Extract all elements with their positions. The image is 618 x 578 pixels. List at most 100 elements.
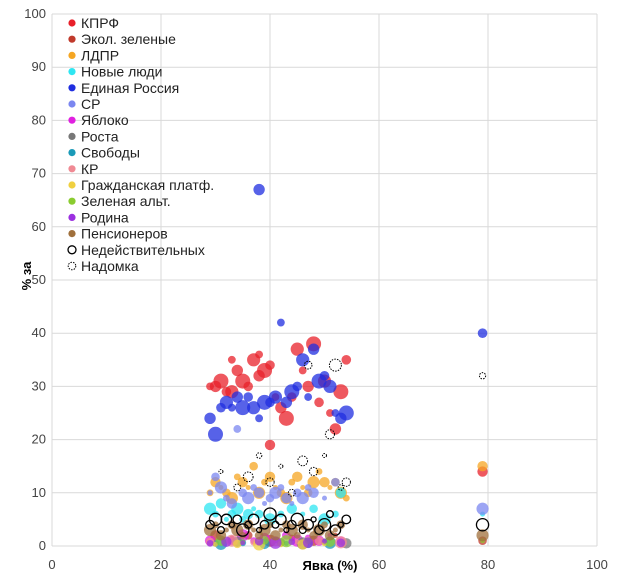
data-point: [233, 483, 242, 492]
legend-label: Зеленая альт.: [81, 193, 171, 209]
data-point: [277, 318, 285, 327]
data-point: [235, 523, 250, 537]
legend-marker: [68, 84, 76, 92]
data-point: [243, 508, 254, 520]
y-tick-label: 10: [32, 485, 46, 500]
x-tick-label: 60: [372, 557, 386, 572]
y-tick-label: 70: [32, 166, 46, 181]
data-point: [309, 504, 318, 514]
data-point: [245, 484, 251, 490]
legend-marker: [68, 35, 76, 43]
data-point: [322, 538, 327, 544]
data-point: [214, 481, 228, 494]
data-point: [233, 539, 242, 549]
grid-lines: [51, 13, 598, 547]
data-point: [228, 521, 236, 528]
data-point: [335, 487, 347, 498]
data-point: [255, 452, 263, 459]
data-point: [342, 494, 350, 502]
y-tick-label: 30: [32, 378, 46, 393]
data-point: [253, 487, 265, 498]
data-point: [290, 342, 304, 356]
data-point: [233, 473, 241, 481]
x-tick-label: 40: [263, 557, 277, 572]
data-point: [280, 396, 293, 409]
legend-label: ЛДПР: [81, 47, 119, 63]
data-point: [288, 478, 296, 486]
data-point: [259, 519, 270, 530]
data-point: [231, 391, 243, 403]
data-point: [212, 510, 219, 518]
tick-labels: 0 10 20 30 40 50 60 70 80 90 100 0 20 40 60 80 100: [24, 6, 608, 572]
data-point: [319, 370, 330, 381]
y-tick-label: 80: [32, 112, 46, 127]
data-point: [319, 476, 330, 488]
data-point: [329, 423, 342, 435]
data-point: [280, 535, 293, 548]
data-point: [302, 380, 314, 393]
data-point: [254, 509, 264, 519]
data-point: [215, 498, 227, 509]
data-point: [268, 390, 283, 404]
data-point: [204, 412, 216, 425]
data-point: [251, 527, 257, 533]
data-point: [336, 538, 346, 548]
data-point: [325, 510, 335, 519]
data-point: [326, 409, 334, 417]
data-point: [226, 498, 238, 509]
legend-label: КР: [81, 161, 99, 177]
data-point: [310, 516, 317, 523]
data-point: [223, 516, 229, 522]
y-tick-label: 20: [32, 432, 46, 447]
data-point: [341, 477, 351, 487]
y-tick-label: 40: [32, 325, 46, 340]
x-tick-label: 100: [586, 557, 608, 572]
data-point: [302, 518, 314, 531]
data-point: [296, 353, 310, 367]
legend-marker: [68, 68, 76, 76]
data-point: [341, 355, 352, 365]
data-point: [255, 414, 263, 423]
data-point: [338, 405, 354, 421]
data-point: [251, 506, 257, 512]
data-point: [243, 381, 253, 392]
legend-label: Роста: [81, 128, 119, 144]
data-point: [314, 397, 324, 408]
legend-label: Единая Россия: [81, 80, 179, 96]
data-point: [265, 360, 275, 370]
legend-label: СР: [81, 96, 100, 112]
data-point: [324, 429, 336, 440]
x-tick-label: 20: [154, 557, 168, 572]
y-tick-label: 100: [24, 6, 46, 21]
data-point: [317, 517, 332, 532]
x-tick-label: 0: [48, 557, 55, 572]
data-point: [243, 392, 253, 402]
legend-label: КПРФ: [81, 15, 119, 31]
data-point: [278, 410, 294, 426]
data-point: [223, 494, 230, 502]
legend-marker: [68, 197, 76, 205]
data-point: [332, 527, 338, 533]
data-point: [329, 524, 342, 536]
data-point: [227, 355, 236, 364]
data-point: [242, 492, 255, 505]
data-point: [277, 484, 285, 491]
legend-label: Новые люди: [81, 64, 162, 80]
legend-marker: [68, 132, 76, 140]
data-point: [213, 373, 229, 389]
data-point: [289, 500, 295, 506]
data-point: [322, 453, 327, 459]
data-point: [297, 455, 309, 467]
data-point: [264, 439, 276, 451]
legend-label: Свободы: [81, 145, 140, 161]
data-point: [237, 476, 248, 488]
data-point: [293, 531, 301, 539]
data-point: [304, 393, 313, 401]
data-points: [203, 183, 490, 551]
data-point: [218, 469, 224, 475]
data-point: [250, 484, 258, 491]
data-point: [211, 472, 220, 482]
data-point: [322, 495, 327, 501]
data-point: [307, 343, 320, 355]
